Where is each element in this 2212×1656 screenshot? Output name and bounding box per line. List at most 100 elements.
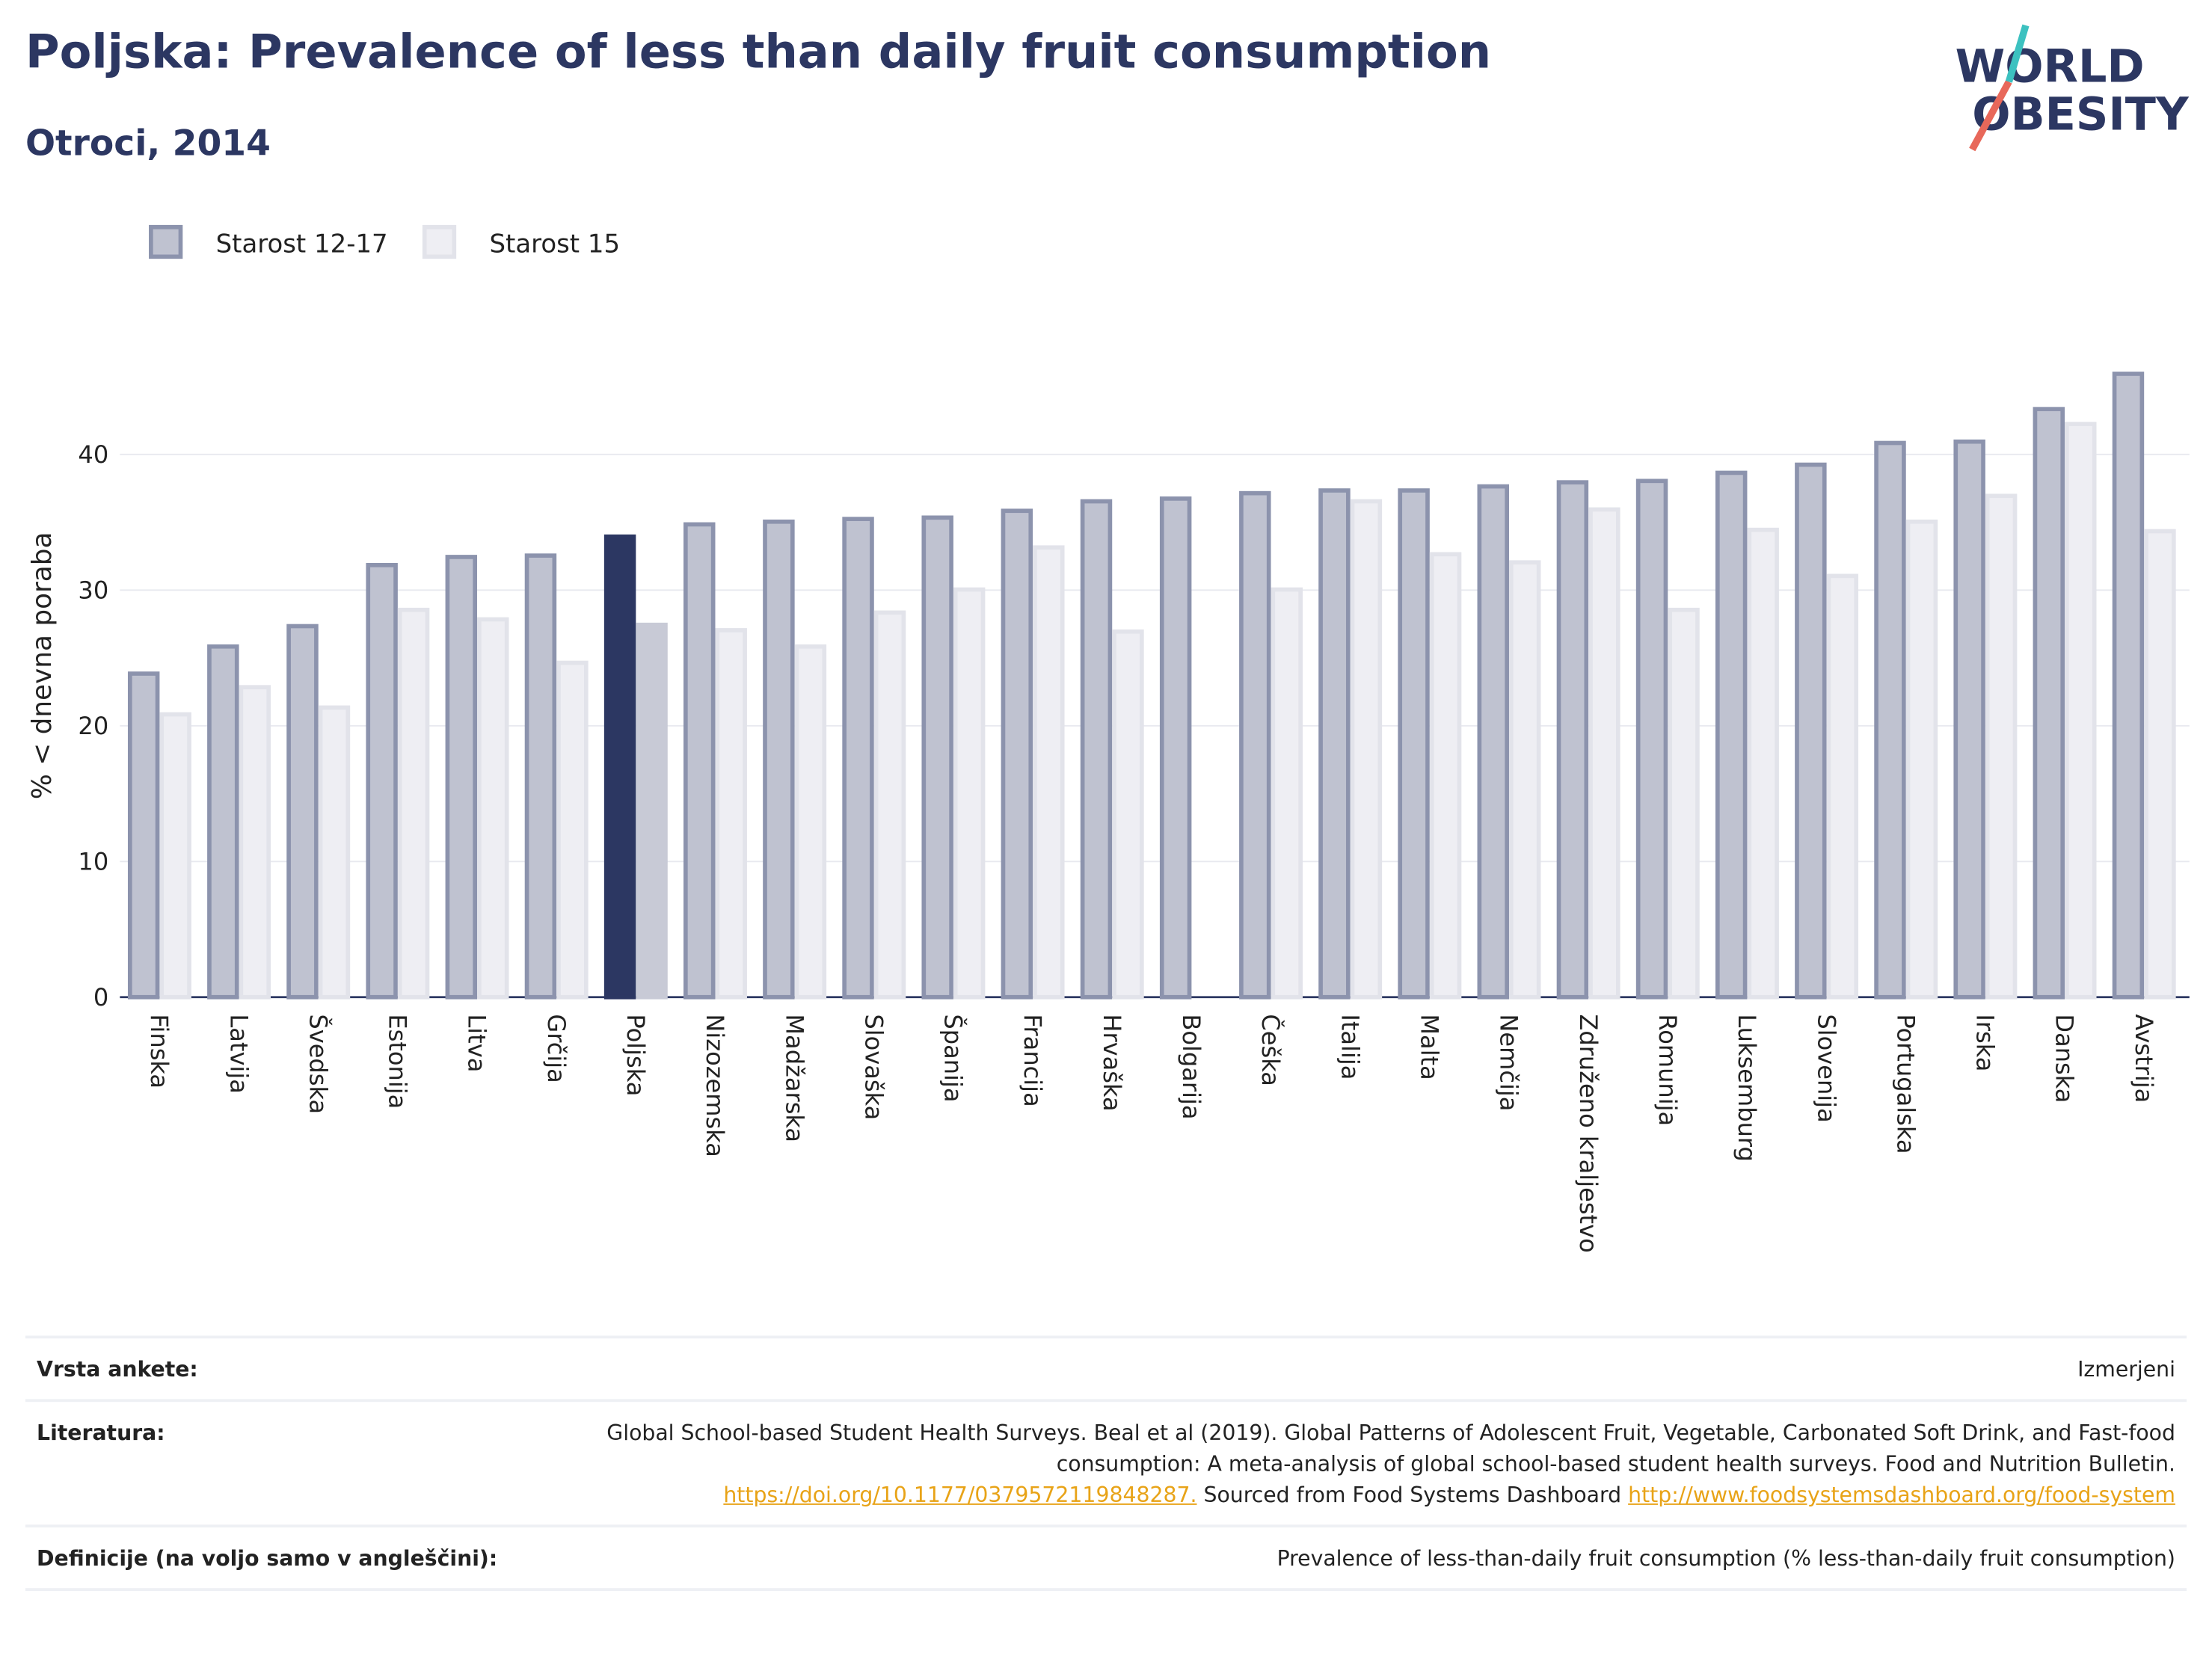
bar — [524, 553, 557, 1000]
bar — [1588, 507, 1620, 1000]
bar — [397, 607, 430, 1000]
x-tick-label: Grčija — [542, 1014, 571, 1083]
bar — [953, 587, 986, 1000]
x-tick-label: Avstrija — [2130, 1014, 2158, 1103]
x-tick-label: Hrvaška — [1098, 1014, 1126, 1111]
row-label: Vrsta ankete: — [37, 1356, 198, 1382]
bar — [1905, 519, 1938, 1000]
bar — [794, 644, 827, 1000]
bar — [127, 671, 160, 1000]
x-tick-label: Slovenija — [1812, 1014, 1840, 1122]
row-label: Literatura: — [37, 1420, 165, 1446]
x-tick-label: Litva — [463, 1014, 491, 1072]
x-tick-label: Bolgarija — [1177, 1014, 1205, 1119]
logo-text: OBESITY — [1972, 89, 2190, 141]
y-tick-label: 40 — [78, 440, 108, 469]
bar — [1112, 629, 1144, 1000]
reference-text: Global School-based Student Health Surve… — [606, 1420, 2175, 1477]
bar — [2112, 372, 2145, 1000]
bar — [1033, 545, 1065, 1000]
row-value: Prevalence of less-than-daily fruit cons… — [1276, 1545, 2175, 1572]
bar — [445, 555, 478, 1000]
bar — [1747, 527, 1779, 1000]
x-tick-label: Irska — [1971, 1014, 2000, 1071]
x-tick-label: Slovaška — [859, 1014, 888, 1120]
footer-row: Definicije (na voljo samo v angleščini):… — [25, 1524, 2187, 1591]
bar — [207, 644, 239, 1000]
x-tick-label: Danska — [2050, 1014, 2079, 1103]
bar — [1826, 573, 1859, 1000]
logo: WORLD OBESITY — [1956, 24, 2190, 152]
x-tick-label: Češka — [1256, 1014, 1285, 1086]
bar — [1508, 560, 1541, 1000]
bar — [556, 660, 589, 1000]
legend-label: Starost 15 — [489, 230, 620, 259]
bar — [1874, 440, 1906, 1000]
bar — [1953, 439, 1985, 1000]
x-tick-label: Francija — [1019, 1014, 1047, 1106]
x-tick-label: Združeno kraljestvo — [1574, 1014, 1603, 1252]
y-axis-title: % < dnevna poraba — [27, 532, 58, 800]
bar — [1429, 552, 1462, 1000]
footer-table: Vrsta ankete: Izmerjeni Literatura: Glob… — [25, 1335, 2187, 1591]
x-tick-label: Španija — [939, 1014, 968, 1102]
bar — [1001, 508, 1033, 1000]
x-tick-label: Nizozemska — [701, 1014, 729, 1157]
bar — [1795, 462, 1827, 1000]
chart: Poljska: Prevalence of less than daily f… — [25, 24, 2190, 1253]
bar — [1239, 490, 1271, 1000]
bar — [1635, 478, 1668, 1000]
reference-text: Sourced from Food Systems Dashboard — [1203, 1482, 1622, 1508]
footer-row: Vrsta ankete: Izmerjeni — [25, 1335, 2187, 1399]
bar — [1318, 488, 1351, 1000]
x-tick-label: Madžarska — [780, 1014, 808, 1142]
y-tick-label: 30 — [78, 576, 108, 605]
row-label: Definicije (na voljo samo v angleščini): — [37, 1545, 498, 1572]
bar — [921, 515, 953, 1000]
bar — [1668, 607, 1700, 1000]
x-tick-label: Švedska — [304, 1014, 333, 1114]
x-tick-label: Estonija — [384, 1014, 412, 1109]
x-tick-label: Malta — [1416, 1014, 1444, 1080]
bar — [683, 522, 716, 1000]
y-tick-label: 0 — [93, 983, 108, 1012]
bar — [477, 617, 509, 1000]
bar — [239, 685, 271, 1000]
bar — [1477, 484, 1509, 1000]
bar — [286, 624, 319, 1000]
row-value: Global School-based Student Health Surve… — [581, 1418, 2175, 1511]
chart-subtitle: Otroci, 2014 — [25, 123, 271, 164]
x-tick-label: Romunija — [1653, 1014, 1682, 1126]
bar — [842, 517, 874, 1000]
bar — [318, 705, 351, 1000]
x-tick-label: Latvija — [224, 1014, 253, 1094]
bar — [159, 712, 191, 1000]
bar — [2065, 422, 2097, 1000]
bar — [2033, 407, 2065, 1000]
bar — [603, 534, 636, 1000]
bar — [1350, 499, 1383, 1000]
bar — [1715, 470, 1748, 1000]
x-tick-label: Portugalska — [1891, 1014, 1920, 1154]
bar — [1985, 493, 2018, 1000]
legend-label: Starost 12-17 — [216, 230, 388, 259]
x-tick-label: Italija — [1336, 1014, 1364, 1080]
footer-row: Literatura: Global School-based Student … — [25, 1399, 2187, 1524]
x-tick-label: Finska — [145, 1014, 173, 1089]
row-value: Izmerjeni — [2077, 1356, 2175, 1382]
logo-text: WORLD — [1956, 40, 2145, 93]
reference-link[interactable]: http://www.foodsystemsdashboard.org/food… — [1628, 1482, 2175, 1508]
bar — [763, 519, 795, 1000]
y-tick-label: 10 — [78, 848, 108, 876]
bar — [715, 628, 747, 1000]
y-tick-label: 20 — [78, 712, 108, 740]
bar — [873, 610, 906, 1000]
legend-swatch — [149, 224, 183, 259]
bar — [636, 622, 668, 1000]
legend-swatch — [422, 224, 457, 259]
x-tick-label: Nemčija — [1495, 1014, 1523, 1111]
reference-link[interactable]: https://doi.org/10.1177/0379572119848287… — [723, 1482, 1197, 1508]
bar — [1159, 496, 1192, 1000]
